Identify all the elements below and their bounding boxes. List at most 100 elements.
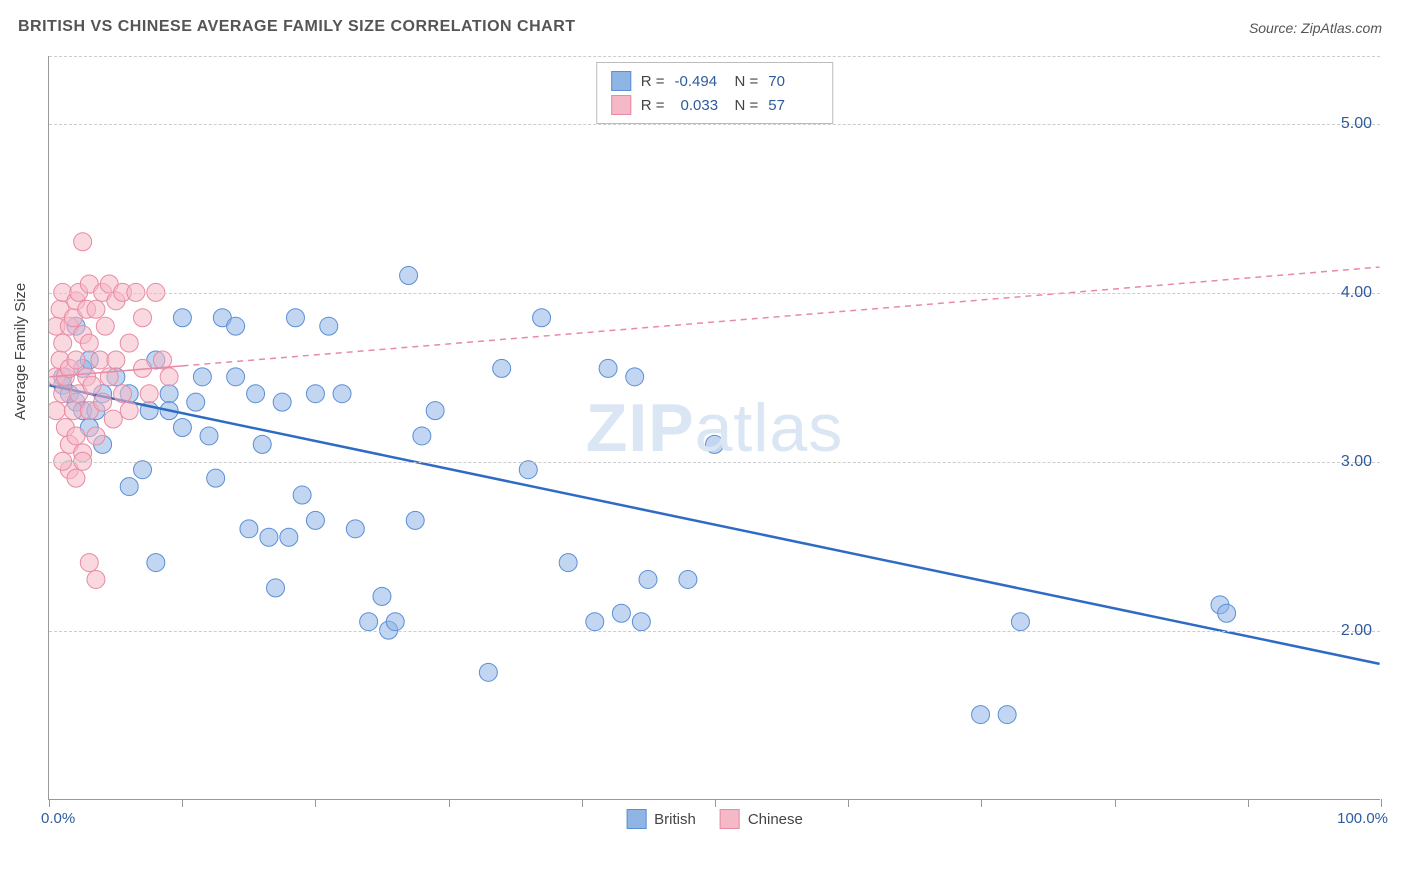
plot-area: ZIPatlas R = -0.494 N = 70 R = 0.033 N =… [48, 56, 1380, 800]
scatter-point [83, 376, 101, 394]
scatter-point [64, 402, 82, 420]
scatter-point [260, 528, 278, 546]
scatter-point [227, 368, 245, 386]
scatter-point [60, 359, 78, 377]
scatter-point [67, 393, 85, 411]
scatter-point [479, 663, 497, 681]
scatter-point [306, 385, 324, 403]
scatter-point [67, 317, 85, 335]
scatter-point [80, 419, 98, 437]
scatter-point [626, 368, 644, 386]
scatter-point [87, 570, 105, 588]
y-axis-label: Average Family Size [12, 283, 29, 420]
scatter-point [87, 427, 105, 445]
scatter-point [147, 351, 165, 369]
scatter-point [320, 317, 338, 335]
scatter-point [153, 351, 171, 369]
y-tick-label: 2.00 [1341, 622, 1372, 640]
scatter-point [54, 334, 72, 352]
scatter-point [213, 309, 231, 327]
scatter-point [360, 613, 378, 631]
scatter-point [426, 402, 444, 420]
scatter-point [493, 359, 511, 377]
scatter-point [70, 385, 88, 403]
scatter-point [54, 368, 72, 386]
scatter-point [293, 486, 311, 504]
scatter-point [107, 351, 125, 369]
swatch-british [611, 71, 631, 91]
scatter-point [147, 554, 165, 572]
n-label: N = [735, 97, 759, 114]
watermark: ZIPatlas [586, 389, 843, 467]
scatter-point [200, 427, 218, 445]
scatter-point [78, 368, 96, 386]
gridline [49, 631, 1380, 632]
scatter-point [80, 351, 98, 369]
scatter-point [998, 706, 1016, 724]
legend-row-british: R = -0.494 N = 70 [611, 69, 819, 93]
trend-line [49, 366, 182, 377]
scatter-point [80, 402, 98, 420]
x-tick [1115, 799, 1116, 807]
scatter-point [100, 368, 118, 386]
scatter-point [134, 309, 152, 327]
correlation-legend: R = -0.494 N = 70 R = 0.033 N = 57 [596, 62, 834, 124]
scatter-point [74, 326, 92, 344]
scatter-point [51, 351, 69, 369]
scatter-point [639, 570, 657, 588]
x-tick [715, 799, 716, 807]
scatter-point [373, 587, 391, 605]
scatter-point [280, 528, 298, 546]
scatter-point [227, 317, 245, 335]
series-legend: British Chinese [626, 809, 803, 829]
scatter-point [533, 309, 551, 327]
series-name-british: British [654, 811, 696, 828]
scatter-point [160, 385, 178, 403]
scatter-point [80, 554, 98, 572]
x-start-label: 0.0% [41, 810, 75, 827]
scatter-point [519, 461, 537, 479]
scatter-point [94, 393, 112, 411]
source-name: ZipAtlas.com [1301, 20, 1382, 36]
scatter-point [632, 613, 650, 631]
scatter-point [96, 317, 114, 335]
x-tick [182, 799, 183, 807]
scatter-point [100, 275, 118, 293]
scatter-point [1211, 596, 1229, 614]
scatter-point [56, 419, 74, 437]
scatter-point [60, 461, 78, 479]
scatter-point [78, 300, 96, 318]
scatter-point [94, 385, 112, 403]
scatter-point [333, 385, 351, 403]
scatter-point [160, 402, 178, 420]
scatter-point [134, 359, 152, 377]
scatter-point [346, 520, 364, 538]
scatter-point [51, 300, 69, 318]
scatter-point [91, 351, 109, 369]
scatter-point [60, 385, 78, 403]
x-end-label: 100.0% [1337, 810, 1388, 827]
scatter-point [80, 334, 98, 352]
scatter-point [140, 402, 158, 420]
scatter-point [240, 520, 258, 538]
n-value-chinese: 57 [768, 97, 818, 114]
scatter-point [120, 334, 138, 352]
scatter-point [64, 309, 82, 327]
scatter-point [586, 613, 604, 631]
n-value-british: 70 [768, 73, 818, 90]
scatter-point [107, 368, 125, 386]
scatter-point [599, 359, 617, 377]
scatter-point [67, 427, 85, 445]
scatter-point [400, 267, 418, 285]
scatter-point [74, 402, 92, 420]
legend-item-british: British [626, 809, 696, 829]
gridline [49, 56, 1380, 57]
scatter-point [173, 309, 191, 327]
scatter-point [286, 309, 304, 327]
scatter-point [559, 554, 577, 572]
scatter-point [247, 385, 265, 403]
swatch-chinese-bottom [720, 809, 740, 829]
scatter-point [54, 385, 72, 403]
x-tick [1248, 799, 1249, 807]
scatter-point [120, 478, 138, 496]
